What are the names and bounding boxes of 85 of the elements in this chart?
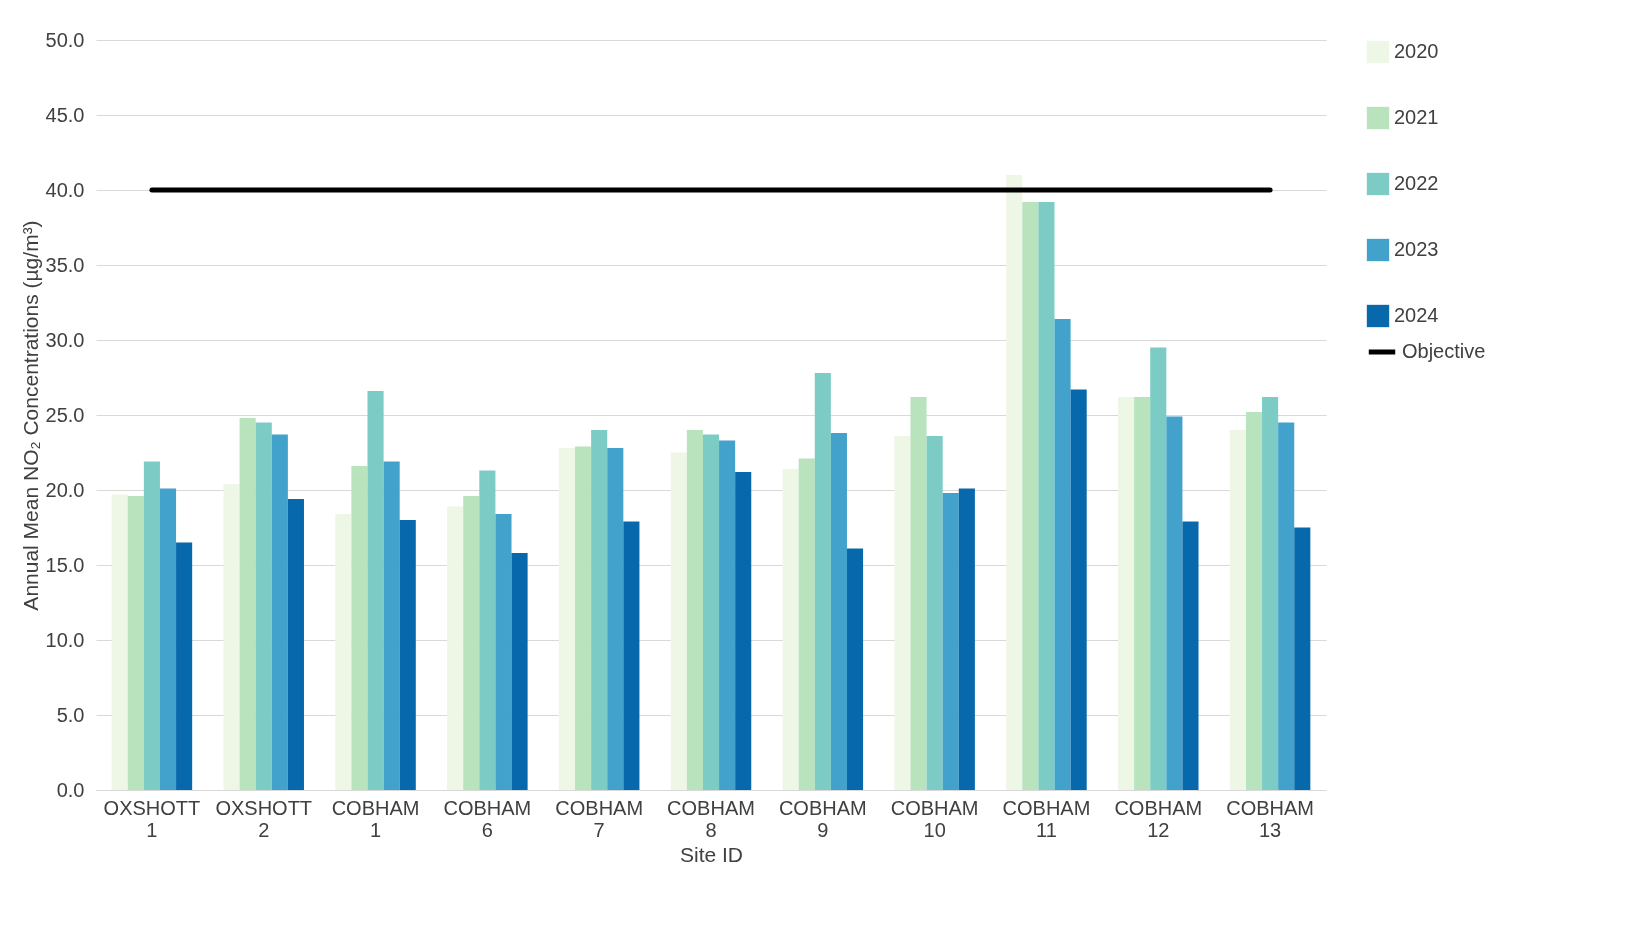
bar [910,397,927,790]
bar [239,418,256,790]
x-tick-label: COBHAM 7 [555,796,644,841]
y-tick-label: 20.0 [45,478,85,501]
x-tick-label: OXSHOTT 2 [215,796,313,841]
bar [287,499,304,790]
y-tick-label: 50.0 [45,28,85,51]
bar [830,433,847,790]
y-tick-label: 45.0 [45,103,85,126]
bar [1118,397,1135,790]
bar [1229,430,1246,790]
bar [367,391,384,790]
bar [383,461,400,790]
bar [447,506,464,790]
bar [591,430,608,790]
y-tick-label: 30.0 [45,328,85,351]
y-tick-label: 15.0 [45,553,85,576]
bar [942,493,959,790]
bar [798,458,815,790]
bar [511,553,528,790]
bar [1294,527,1311,790]
bar [127,496,144,790]
legend-label: 2020 [1394,40,1439,62]
bar [623,521,640,790]
bar [1054,319,1071,790]
bar [351,466,368,790]
bar [255,422,272,790]
y-tick-label: 5.0 [56,703,85,726]
y-tick-label: 40.0 [45,178,85,201]
bar [335,514,352,790]
bar [1006,175,1023,790]
bar [143,461,160,790]
bar [782,469,799,790]
bar [399,520,416,790]
x-axis-title: Site ID [679,842,744,866]
bar [1245,412,1263,790]
x-tick-label: COBHAM 9 [778,796,867,841]
bar [1182,521,1199,790]
bar [575,446,592,790]
y-tick-label: 10.0 [45,628,85,651]
x-tick-label: COBHAM 11 [1002,796,1091,841]
x-tick-label: COBHAM 1 [331,796,420,841]
legend-label: Objective [1402,340,1486,362]
y-tick-label: 35.0 [45,253,85,276]
bar [607,448,624,790]
bar [463,496,480,790]
bar [1070,389,1087,790]
legend-label: 2022 [1394,172,1439,194]
x-tick-label: COBHAM 12 [1114,796,1203,841]
bar [894,436,911,790]
bar [814,373,831,790]
bar [719,440,736,790]
y-tick-label: 0.0 [56,778,85,801]
bar [1278,422,1295,790]
bar [1022,202,1039,790]
bar [702,434,720,790]
bar [558,448,576,790]
bar [926,436,943,790]
legend-label: 2023 [1394,238,1439,260]
bar [495,514,512,790]
bar [271,434,288,790]
bar [159,488,177,790]
legend-label: 2024 [1394,304,1439,326]
x-tick-label: COBHAM 13 [1226,796,1314,841]
bar [479,470,496,790]
x-tick-label: COBHAM 8 [667,796,755,841]
bar [958,488,975,790]
bar [1134,397,1151,790]
y-tick-label: 25.0 [45,403,85,426]
bar [1150,347,1167,790]
bar [686,430,703,790]
x-tick-label: COBHAM 6 [443,796,532,841]
bar [1038,202,1055,790]
bar [1262,397,1279,790]
bar [670,452,687,790]
bar [1166,416,1183,790]
bar [846,548,864,790]
legend-label: 2021 [1394,106,1439,128]
y-axis-title: Annual Mean NO₂ Concentrations (µg/m³) [18,220,42,611]
x-tick-label: OXSHOTT 1 [103,796,201,841]
x-tick-label: COBHAM 10 [890,796,979,841]
bar [111,494,128,790]
bar [223,484,240,790]
bar [176,542,193,790]
bar [735,472,752,790]
